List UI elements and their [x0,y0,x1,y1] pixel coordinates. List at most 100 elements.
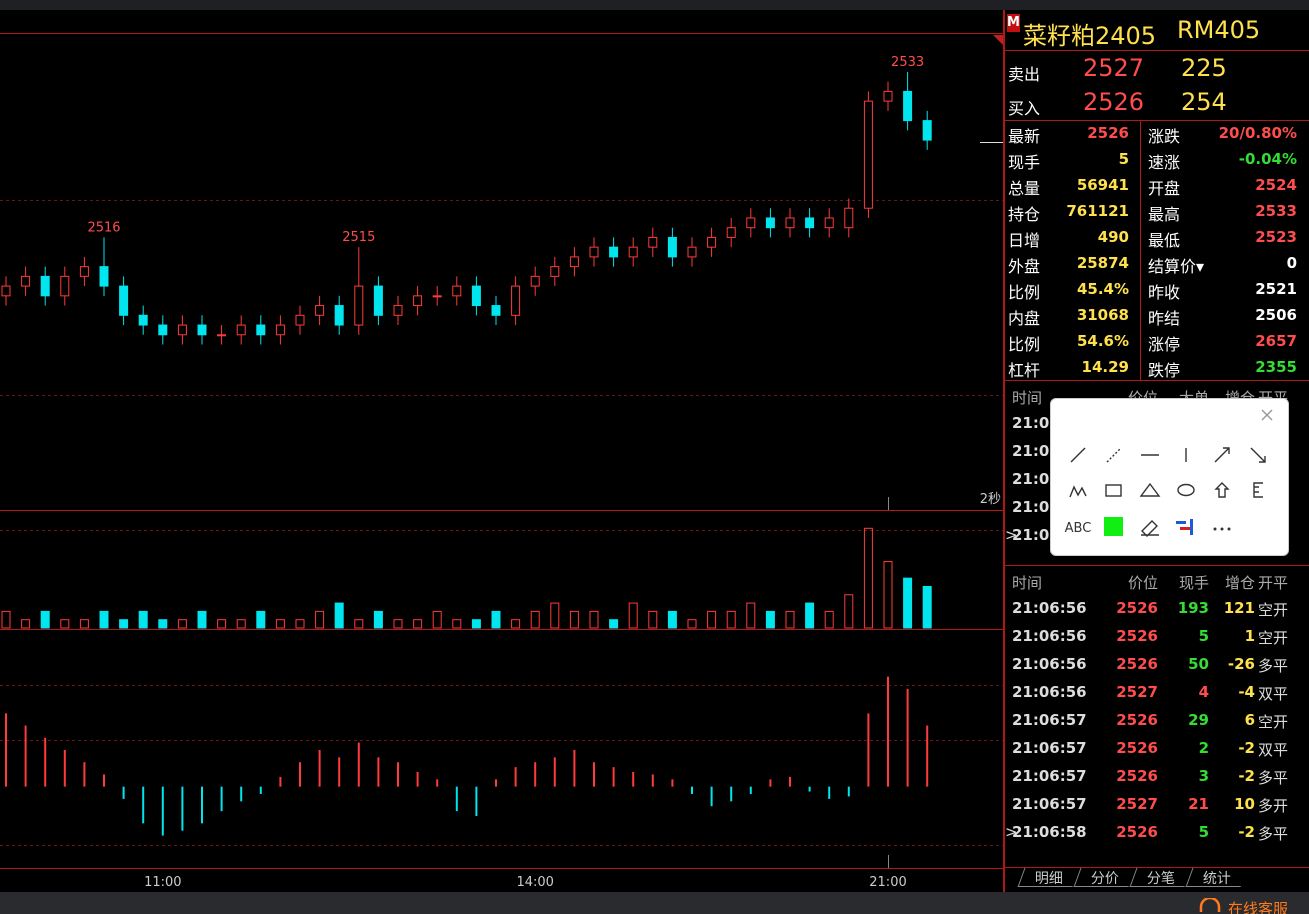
trade-price: 2526 [1116,627,1158,645]
candle-body [452,285,462,297]
volume-bar [667,610,677,629]
tool-arrow-down[interactable] [1250,447,1266,463]
trade-change: 10 [1234,795,1255,813]
volume-bar [569,610,579,629]
candle-body [863,100,873,209]
volume-bar [40,610,50,629]
trade-time: 21:06:56 [1012,627,1087,645]
tab[interactable]: 统计 [1185,868,1248,887]
stat-value: 31068 [1076,306,1129,324]
volume-bar [393,619,403,629]
tool-rect[interactable] [1105,484,1122,497]
stat-label: 持仓 [1008,205,1041,224]
candle-body [217,334,227,337]
stat-value: 2355 [1255,358,1297,376]
trade-change: 121 [1223,599,1255,617]
instrument-name: 菜籽粕2405 [1023,22,1157,50]
candle-body [138,314,148,326]
stat-value: 20/0.80% [1218,124,1297,142]
candle-body [413,295,423,307]
column-header: 价位 [1127,574,1158,592]
chart: 2秒 2516 11:00 2515 14:00 21:00 2533 [0,33,1003,890]
trade-type: 空开 [1258,713,1289,731]
stat-label: 速涨 [1148,153,1181,172]
candle-body [511,285,521,316]
tab[interactable]: 分笔 [1129,868,1192,887]
candle-body [354,285,364,326]
trade-type: 多平 [1258,657,1289,675]
trade-change: -2 [1238,739,1255,757]
tool-polyline[interactable] [1069,485,1087,498]
buy-price: 2526 [1083,88,1145,116]
candle-body [628,246,638,258]
volume-bar [373,610,383,629]
candle-body [550,266,560,277]
order-time: 21:06 [1012,526,1060,544]
tool-color[interactable] [1104,517,1123,536]
online-service[interactable]: 在线客服 [1228,900,1289,914]
trade-change: -26 [1227,655,1255,673]
candle-body [99,266,109,287]
stat-value: 0 [1286,254,1297,272]
volume-bar [99,610,109,629]
stat-value: 25874 [1076,254,1129,272]
trade-hand: 5 [1198,627,1209,645]
stat-value: 2526 [1087,124,1129,142]
candle-body [393,305,403,316]
tab-label: 分价 [1090,871,1119,887]
separator [1005,867,1309,868]
candle-body [40,275,50,297]
separator [1005,120,1309,121]
column-header: 时间 [1012,389,1043,407]
stat-label: 比例 [1008,335,1041,354]
tool-up-arrow[interactable] [1214,482,1230,498]
volume-bar [863,527,873,629]
volume-bar [726,610,736,629]
tab[interactable]: 分价 [1073,868,1136,887]
tool-marker[interactable] [1176,519,1193,535]
trade-price: 2526 [1116,711,1158,729]
tool-fib[interactable] [1253,482,1263,498]
tool-line[interactable] [1070,447,1086,463]
tool-more[interactable] [1213,527,1231,531]
close-button[interactable] [1261,409,1273,421]
trade-type: 多平 [1258,825,1289,843]
tool-ray[interactable] [1106,447,1122,463]
volume-bar [511,619,521,629]
volume-bar [530,610,540,629]
tool-triangle[interactable] [1139,482,1161,497]
title-bar [0,0,1309,10]
stat-value: 56941 [1076,176,1129,194]
x-tick-label: 14:00 [516,875,553,890]
volume-bar [354,619,364,629]
candle-body [765,217,775,229]
candle-body [158,324,168,336]
stat-label: 最低 [1148,231,1181,250]
tab[interactable]: 明细 [1017,868,1080,887]
candle-body [432,295,442,298]
trade-hand: 5 [1198,823,1209,841]
tool-eraser[interactable] [1141,520,1159,537]
tool-ellipse[interactable] [1177,483,1195,497]
volume-bar [79,619,89,629]
volume-bar [824,610,834,629]
candle-body [609,246,619,258]
volume-bar [707,610,717,629]
candle-body [21,275,31,287]
volume-bar [275,619,285,629]
panel-lines [0,33,1003,869]
status-bar: 在线客服 [0,892,1309,914]
trade-hand: 29 [1188,711,1209,729]
tool-arrow-up[interactable] [1214,447,1230,463]
stat-value: 14.29 [1081,358,1129,376]
service-icon[interactable] [1198,898,1222,914]
candle-body [569,256,579,268]
column-header: 开平 [1258,574,1289,592]
trade-time: 21:06:57 [1012,795,1087,813]
candle-body [648,236,658,248]
candle-body [805,217,815,229]
trade-price: 2527 [1116,795,1158,813]
tool-text[interactable]: ABC [1065,521,1092,536]
candle-body [373,285,383,316]
trade-change: 6 [1244,711,1255,729]
